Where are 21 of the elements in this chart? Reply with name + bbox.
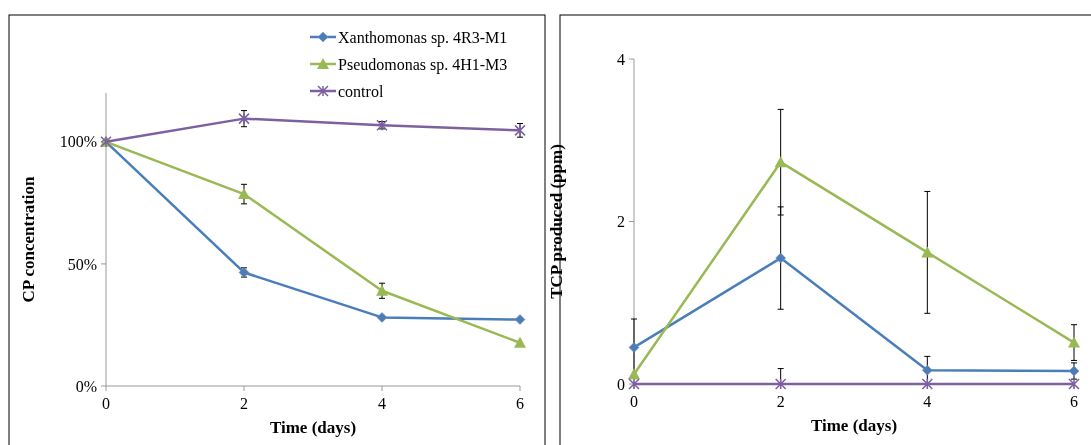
x-tick-label: 6	[516, 395, 524, 412]
x-tick-label: 2	[240, 395, 248, 412]
x-tick-label: 0	[102, 395, 110, 412]
y-tick-label: 2	[617, 213, 625, 231]
y-tick-label: 0	[617, 375, 625, 393]
x-tick-label: 0	[630, 393, 638, 410]
x-tick-label: 2	[776, 393, 785, 410]
y-tick-label: 4	[617, 50, 625, 68]
legend-label: control	[338, 82, 384, 100]
y-tick-label: 50%	[67, 255, 97, 273]
x-tick-label: 4	[923, 393, 932, 410]
x-axis-title: Time (days)	[269, 418, 357, 437]
y-tick-label: 0%	[75, 377, 97, 395]
legend-label: Xanthomonas sp. 4R3-M1	[338, 28, 508, 47]
y-axis-title: TCP produced (ppm)	[547, 144, 566, 299]
x-tick-label: 4	[378, 395, 386, 412]
y-axis-title: CP concentration	[19, 175, 38, 303]
legend-label: Pseudomonas sp. 4H1-M3	[338, 55, 508, 74]
x-axis-title: Time (days)	[810, 416, 898, 435]
x-tick-label: 6	[1070, 393, 1078, 410]
y-tick-label: 100%	[59, 133, 97, 151]
